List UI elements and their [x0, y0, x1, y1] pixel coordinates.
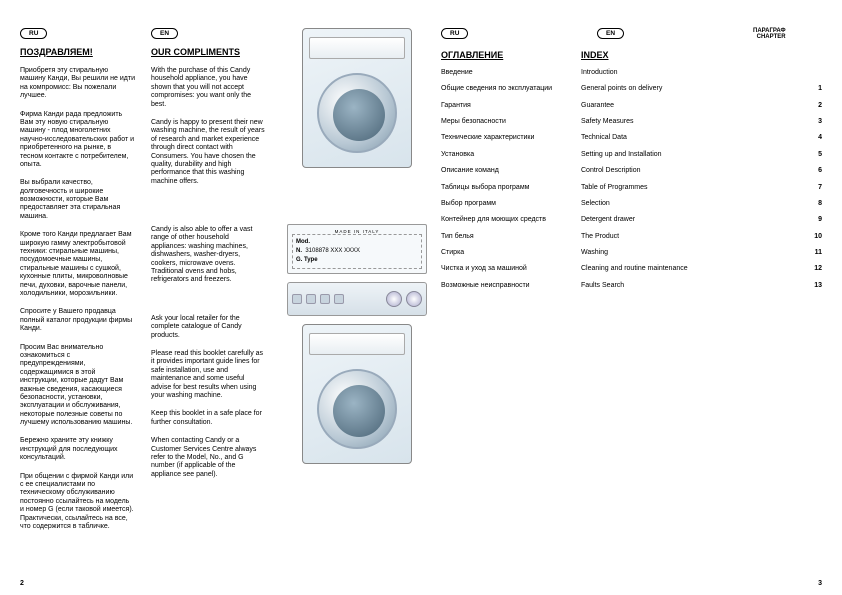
- index-chapter-cell: 13: [726, 282, 822, 290]
- index-ru-cell: Технические характеристики: [441, 134, 581, 142]
- index-en-cell: Faults Search: [581, 282, 726, 290]
- index-ru-cell: Меры безопасности: [441, 118, 581, 126]
- index-row: Меры безопасностиSafety Measures3: [441, 118, 822, 126]
- index-en-cell: Guarantee: [581, 102, 726, 110]
- ru-para: Бережно храните эту книжку инструкций дл…: [20, 437, 135, 462]
- index-ru-cell: Тип белья: [441, 233, 581, 241]
- page-left: RU ПОЗДРАВЛЯЕМ! Приобретя эту стиральную…: [0, 0, 421, 595]
- index-ru-cell: Возможные неисправности: [441, 282, 581, 290]
- index-chapter-cell: [726, 69, 822, 77]
- en-para: Candy is happy to present their new wash…: [151, 119, 266, 186]
- index-chapter-cell: 2: [726, 102, 822, 110]
- lang-badge-ru: RU: [20, 28, 47, 39]
- washer-illustration-bottom: [302, 324, 412, 464]
- index-ru-cell: Таблицы выбора программ: [441, 184, 581, 192]
- col-images: MADE IN ITALY Mod. N. 3108878 XXX XXXX G…: [282, 28, 432, 541]
- index-chapter-cell: 8: [726, 200, 822, 208]
- control-panel-illustration: [287, 282, 427, 316]
- ru-para: Фирма Канди рада предложить Вам эту нову…: [20, 111, 135, 170]
- en-para: With the purchase of this Candy househol…: [151, 67, 266, 109]
- index-chapter-cell: 1: [726, 85, 822, 93]
- ru-para: Просим Вас внимательно ознакомиться с пр…: [20, 344, 135, 428]
- index-row: Общие сведения по эксплуатацииGeneral po…: [441, 85, 822, 93]
- index-en-cell: Safety Measures: [581, 118, 726, 126]
- index-chapter-cell: 5: [726, 151, 822, 159]
- index-row: Чистка и уход за машинойCleaning and rou…: [441, 265, 822, 273]
- ru-index-title: ОГЛАВЛЕНИЕ: [441, 50, 581, 61]
- col-index-en: EN: [597, 28, 737, 50]
- col-ru: RU ПОЗДРАВЛЯЕМ! Приобретя эту стиральную…: [20, 28, 135, 541]
- en-para: Please read this booklet carefully as it…: [151, 350, 266, 400]
- index-row: Возможные неисправностиFaults Search13: [441, 282, 822, 290]
- index-chapter-cell: 12: [726, 265, 822, 273]
- index-chapter-cell: 7: [726, 184, 822, 192]
- en-index-title: INDEX: [581, 50, 726, 61]
- index-en-cell: Setting up and Installation: [581, 151, 726, 159]
- index-ru-cell: Выбор программ: [441, 200, 581, 208]
- chapter-header: ПАРАГРАФ CHAPTER: [753, 28, 786, 40]
- index-en-cell: General points on delivery: [581, 85, 726, 93]
- ru-para: При общении с фирмой Канди или с ее спец…: [20, 473, 135, 532]
- index-row: Описание командControl Description6: [441, 167, 822, 175]
- index-chapter-cell: 4: [726, 134, 822, 142]
- lang-badge-ru-2: RU: [441, 28, 468, 39]
- lang-badge-en-2: EN: [597, 28, 624, 39]
- index-heading-row: ОГЛАВЛЕНИЕ INDEX: [441, 50, 822, 61]
- index-ru-cell: Общие сведения по эксплуатации: [441, 85, 581, 93]
- rating-plate: MADE IN ITALY Mod. N. 3108878 XXX XXXX G…: [287, 224, 427, 274]
- index-ru-cell: Описание команд: [441, 167, 581, 175]
- index-row: Выбор программSelection8: [441, 200, 822, 208]
- index-row: Контейнер для моющих средствDetergent dr…: [441, 216, 822, 224]
- index-ru-cell: Гарантия: [441, 102, 581, 110]
- en-para: Ask your local retailer for the complete…: [151, 315, 266, 340]
- ru-para: Спросите у Вашего продавца полный катало…: [20, 308, 135, 333]
- index-chapter-cell: 10: [726, 233, 822, 241]
- ru-para: Приобретя эту стиральную машину Канди, В…: [20, 67, 135, 101]
- index-ru-cell: Чистка и уход за машиной: [441, 265, 581, 273]
- index-row: УстановкаSetting up and Installation5: [441, 151, 822, 159]
- page-number-right: 3: [818, 580, 822, 587]
- index-row: ВведениеIntroduction: [441, 69, 822, 77]
- col-index-ru: RU: [441, 28, 581, 50]
- index-en-cell: Selection: [581, 200, 726, 208]
- index-ru-cell: Стирка: [441, 249, 581, 257]
- index-row: ГарантияGuarantee2: [441, 102, 822, 110]
- index-ru-cell: Введение: [441, 69, 581, 77]
- index-en-cell: Technical Data: [581, 134, 726, 142]
- ru-para: Вы выбрали качество, долговечность и шир…: [20, 179, 135, 221]
- index-chapter-cell: 9: [726, 216, 822, 224]
- index-en-cell: Washing: [581, 249, 726, 257]
- index-row: Таблицы выбора программTable of Programm…: [441, 184, 822, 192]
- col-en: EN OUR COMPLIMENTS With the purchase of …: [151, 28, 266, 541]
- index-en-cell: Detergent drawer: [581, 216, 726, 224]
- index-en-cell: Control Description: [581, 167, 726, 175]
- index-row: Технические характеристикиTechnical Data…: [441, 134, 822, 142]
- index-ru-cell: Установка: [441, 151, 581, 159]
- index-chapter-cell: 6: [726, 167, 822, 175]
- ru-title: ПОЗДРАВЛЯЕМ!: [20, 47, 135, 57]
- index-en-cell: Table of Programmes: [581, 184, 726, 192]
- page-number-left: 2: [20, 580, 24, 587]
- page-right: RU EN ПАРАГРАФ CHAPTER ОГЛАВЛЕНИЕ INDEX …: [421, 0, 842, 595]
- index-chapter-cell: 11: [726, 249, 822, 257]
- index-row: Тип бельяThe Product10: [441, 233, 822, 241]
- ru-para: Кроме того Канди предлагает Вам широкую …: [20, 231, 135, 298]
- col-chapter: ПАРАГРАФ CHAPTER: [753, 28, 786, 50]
- index-en-cell: Introduction: [581, 69, 726, 77]
- index-row: СтиркаWashing11: [441, 249, 822, 257]
- lang-badge-en: EN: [151, 28, 178, 39]
- index-chapter-cell: 3: [726, 118, 822, 126]
- en-para: When contacting Candy or a Customer Serv…: [151, 437, 266, 479]
- en-title: OUR COMPLIMENTS: [151, 47, 266, 57]
- index-ru-cell: Контейнер для моющих средств: [441, 216, 581, 224]
- en-para: Keep this booklet in a safe place for fu…: [151, 410, 266, 427]
- index-en-cell: The Product: [581, 233, 726, 241]
- en-para: Candy is also able to offer a vast range…: [151, 226, 266, 285]
- index-en-cell: Cleaning and routine maintenance: [581, 265, 726, 273]
- washer-illustration-top: [302, 28, 412, 168]
